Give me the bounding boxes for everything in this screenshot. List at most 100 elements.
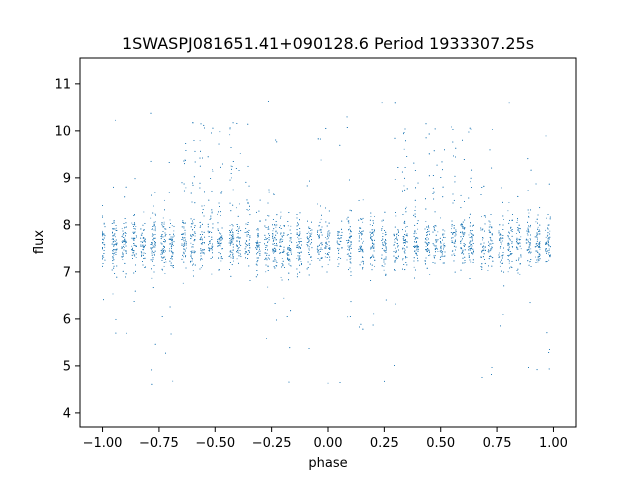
data-point: [414, 206, 416, 208]
data-point: [460, 231, 462, 233]
data-point: [413, 162, 415, 164]
data-point: [451, 126, 452, 128]
data-point: [150, 217, 152, 219]
data-point: [319, 234, 320, 236]
data-point: [526, 233, 528, 235]
data-point: [113, 253, 114, 255]
data-point: [238, 203, 240, 205]
data-point: [272, 230, 274, 232]
data-point: [501, 243, 502, 245]
data-point: [169, 248, 170, 250]
data-point: [126, 241, 127, 243]
data-point: [207, 230, 209, 232]
data-point: [401, 259, 403, 261]
data-point: [385, 233, 387, 235]
data-point: [207, 232, 209, 234]
data-point: [103, 257, 105, 258]
data-point: [300, 238, 302, 239]
data-point: [500, 237, 501, 238]
data-point: [309, 246, 310, 248]
data-point: [236, 258, 238, 260]
data-point: [185, 247, 187, 249]
data-point: [405, 257, 407, 259]
data-point: [221, 191, 223, 192]
data-point: [512, 246, 513, 248]
data-point: [415, 253, 417, 255]
data-point: [548, 237, 549, 239]
data-point: [256, 248, 258, 250]
data-point: [280, 277, 282, 278]
data-point: [192, 223, 193, 225]
data-point: [317, 230, 318, 232]
data-point: [549, 230, 551, 232]
data-point: [362, 249, 364, 251]
data-point: [324, 256, 326, 258]
data-point: [297, 236, 299, 238]
data-point: [338, 234, 340, 236]
data-point: [425, 221, 427, 222]
data-point: [154, 221, 156, 223]
data-point: [516, 233, 518, 234]
data-point: [535, 221, 537, 223]
data-point: [183, 256, 184, 258]
data-point: [347, 249, 349, 251]
data-point: [283, 297, 285, 299]
data-point: [481, 216, 482, 218]
data-point: [279, 244, 281, 246]
data-point: [132, 252, 134, 254]
data-point: [462, 233, 464, 234]
data-point: [184, 234, 186, 236]
data-point: [103, 242, 105, 244]
data-point: [102, 230, 103, 232]
data-point: [112, 251, 114, 253]
data-point: [310, 234, 312, 235]
data-point: [487, 270, 489, 271]
data-point: [405, 226, 406, 228]
data-point: [321, 244, 323, 246]
data-point: [104, 246, 106, 248]
data-point: [165, 261, 167, 263]
data-point: [384, 242, 386, 244]
data-point: [154, 230, 156, 232]
data-point: [194, 235, 196, 237]
data-point: [220, 215, 221, 217]
data-point: [190, 242, 192, 244]
data-point: [256, 244, 258, 246]
data-point: [182, 282, 184, 284]
data-point: [482, 239, 483, 241]
data-point: [320, 242, 322, 244]
data-point: [507, 210, 509, 212]
data-point: [461, 239, 463, 241]
data-point: [373, 229, 375, 230]
data-point: [230, 230, 231, 232]
data-point: [469, 237, 471, 238]
data-point: [537, 261, 539, 263]
data-point: [143, 237, 145, 239]
data-point: [307, 246, 309, 248]
data-point: [236, 207, 237, 209]
data-point: [520, 239, 521, 241]
data-point: [402, 237, 404, 239]
data-point: [373, 244, 375, 246]
data-point: [383, 266, 385, 267]
data-point: [470, 261, 472, 263]
data-point: [162, 217, 164, 219]
data-point: [182, 251, 184, 253]
data-point: [122, 251, 124, 253]
data-point: [288, 258, 290, 260]
data-point: [416, 236, 418, 238]
data-point: [286, 234, 288, 236]
data-point: [519, 242, 520, 244]
data-point: [246, 251, 248, 253]
data-point: [320, 159, 322, 161]
data-point: [415, 232, 417, 234]
data-point: [152, 228, 153, 230]
data-point: [238, 252, 240, 254]
data-point: [116, 242, 118, 244]
data-point: [360, 261, 362, 263]
data-point: [428, 227, 430, 229]
data-point: [536, 245, 538, 247]
chart-title: 1SWASPJ081651.41+090128.6 Period 1933307…: [122, 34, 534, 53]
data-point: [529, 261, 531, 263]
data-point: [165, 228, 167, 230]
